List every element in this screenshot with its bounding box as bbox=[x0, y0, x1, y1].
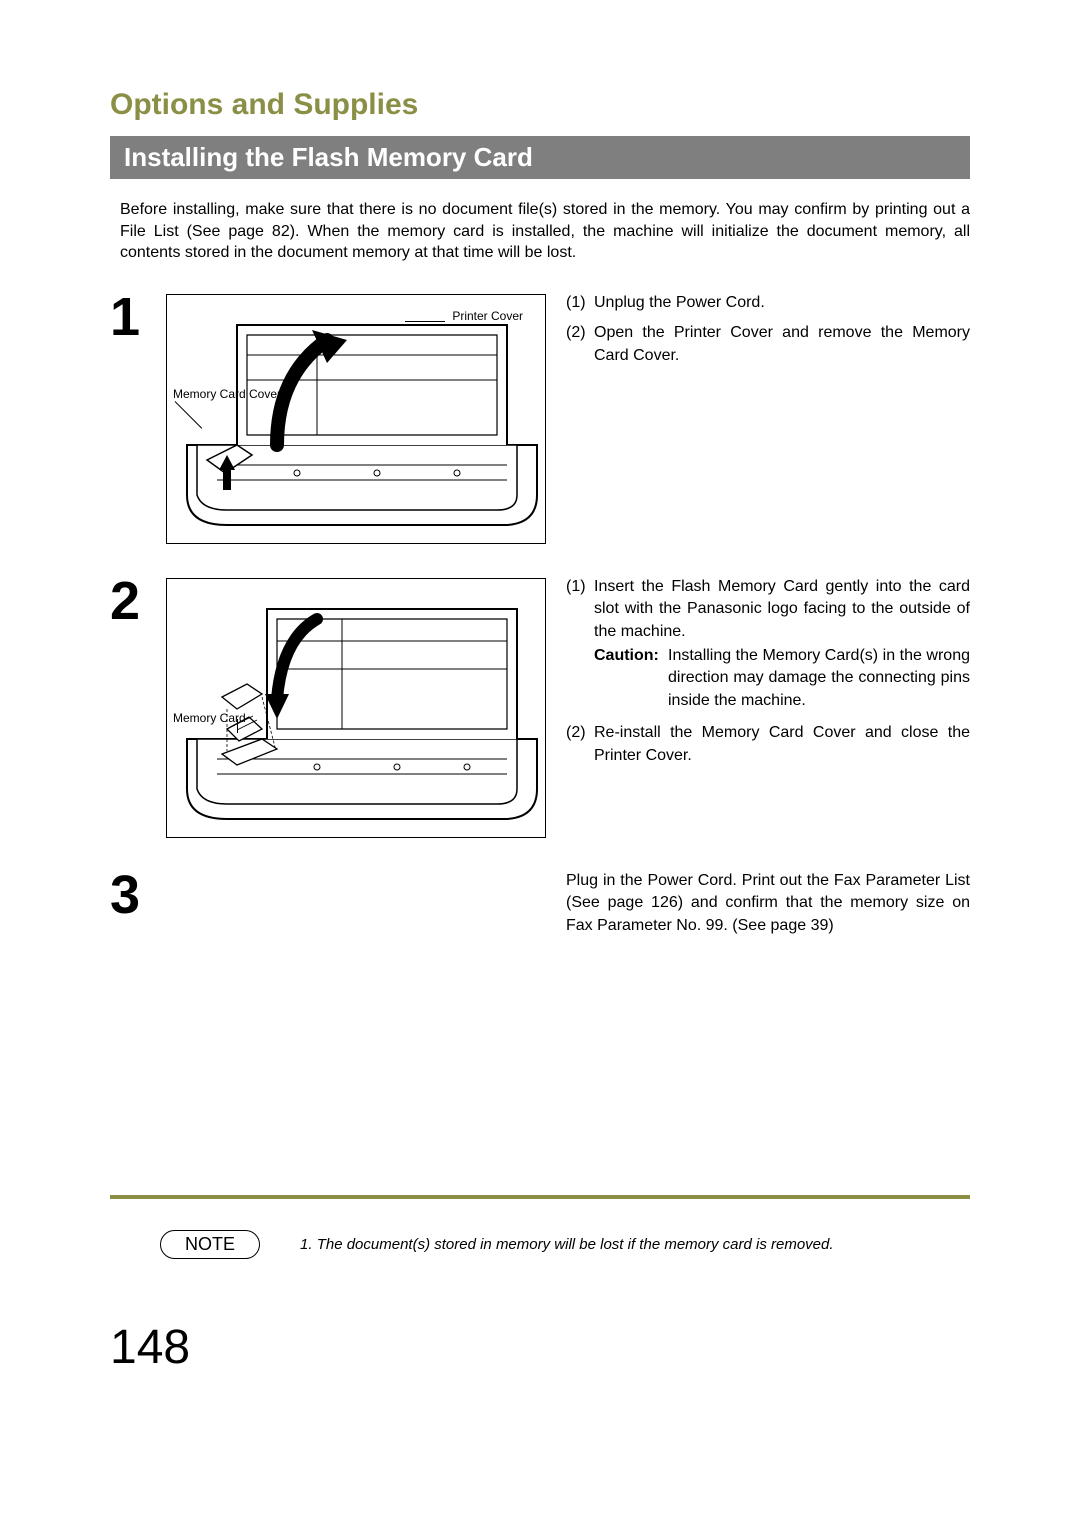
subheading-bar: Installing the Flash Memory Card bbox=[110, 136, 970, 179]
instruction-item: (2) Re-install the Memory Card Cover and… bbox=[566, 722, 970, 767]
step-number: 3 bbox=[110, 864, 166, 922]
note-badge: NOTE bbox=[160, 1230, 260, 1259]
manual-page: Options and Supplies Installing the Flas… bbox=[0, 0, 1080, 937]
caution-label: Caution: bbox=[594, 647, 659, 664]
step-3-instructions: Plug in the Power Cord. Print out the Fa… bbox=[546, 864, 970, 937]
step-2-figure: Memory Card bbox=[166, 570, 546, 838]
step-1: 1 bbox=[110, 286, 970, 544]
caution-text: Installing the Memory Card(s) in the wro… bbox=[668, 645, 970, 712]
instruction-item: (1) Unplug the Power Cord. bbox=[566, 292, 970, 314]
intro-paragraph: Before installing, make sure that there … bbox=[110, 199, 970, 264]
step-1-figure: Printer Cover Memory Card Cover bbox=[166, 286, 546, 544]
step-2-instructions: (1) Insert the Flash Memory Card gently … bbox=[546, 570, 970, 775]
label-memory-card: Memory Card bbox=[173, 711, 246, 725]
label-memory-card-cover: Memory Card Cover bbox=[173, 387, 281, 401]
leader-line bbox=[237, 719, 238, 733]
divider-line bbox=[110, 1195, 970, 1199]
step-number: 2 bbox=[110, 570, 166, 628]
section-heading: Options and Supplies bbox=[110, 88, 970, 122]
note-row: NOTE 1. The document(s) stored in memory… bbox=[160, 1230, 834, 1259]
step-1-instructions: (1) Unplug the Power Cord. (2) Open the … bbox=[546, 286, 970, 375]
page-number: 148 bbox=[110, 1320, 190, 1375]
label-printer-cover: Printer Cover bbox=[452, 309, 523, 323]
caution-block: Caution: Installing the Memory Card(s) i… bbox=[594, 645, 970, 712]
printer-open-illustration bbox=[167, 295, 547, 545]
step-3-figure-empty bbox=[166, 864, 546, 872]
step-number: 1 bbox=[110, 286, 166, 344]
memory-card-insert-illustration bbox=[167, 579, 547, 839]
step-3: 3 Plug in the Power Cord. Print out the … bbox=[110, 864, 970, 937]
instruction-text: Insert the Flash Memory Card gently into… bbox=[594, 578, 970, 640]
instruction-item: (1) Insert the Flash Memory Card gently … bbox=[566, 576, 970, 712]
note-text: 1. The document(s) stored in memory will… bbox=[300, 1236, 834, 1253]
step-2: 2 bbox=[110, 570, 970, 838]
instruction-item: (2) Open the Printer Cover and remove th… bbox=[566, 322, 970, 367]
leader-line bbox=[405, 321, 445, 322]
